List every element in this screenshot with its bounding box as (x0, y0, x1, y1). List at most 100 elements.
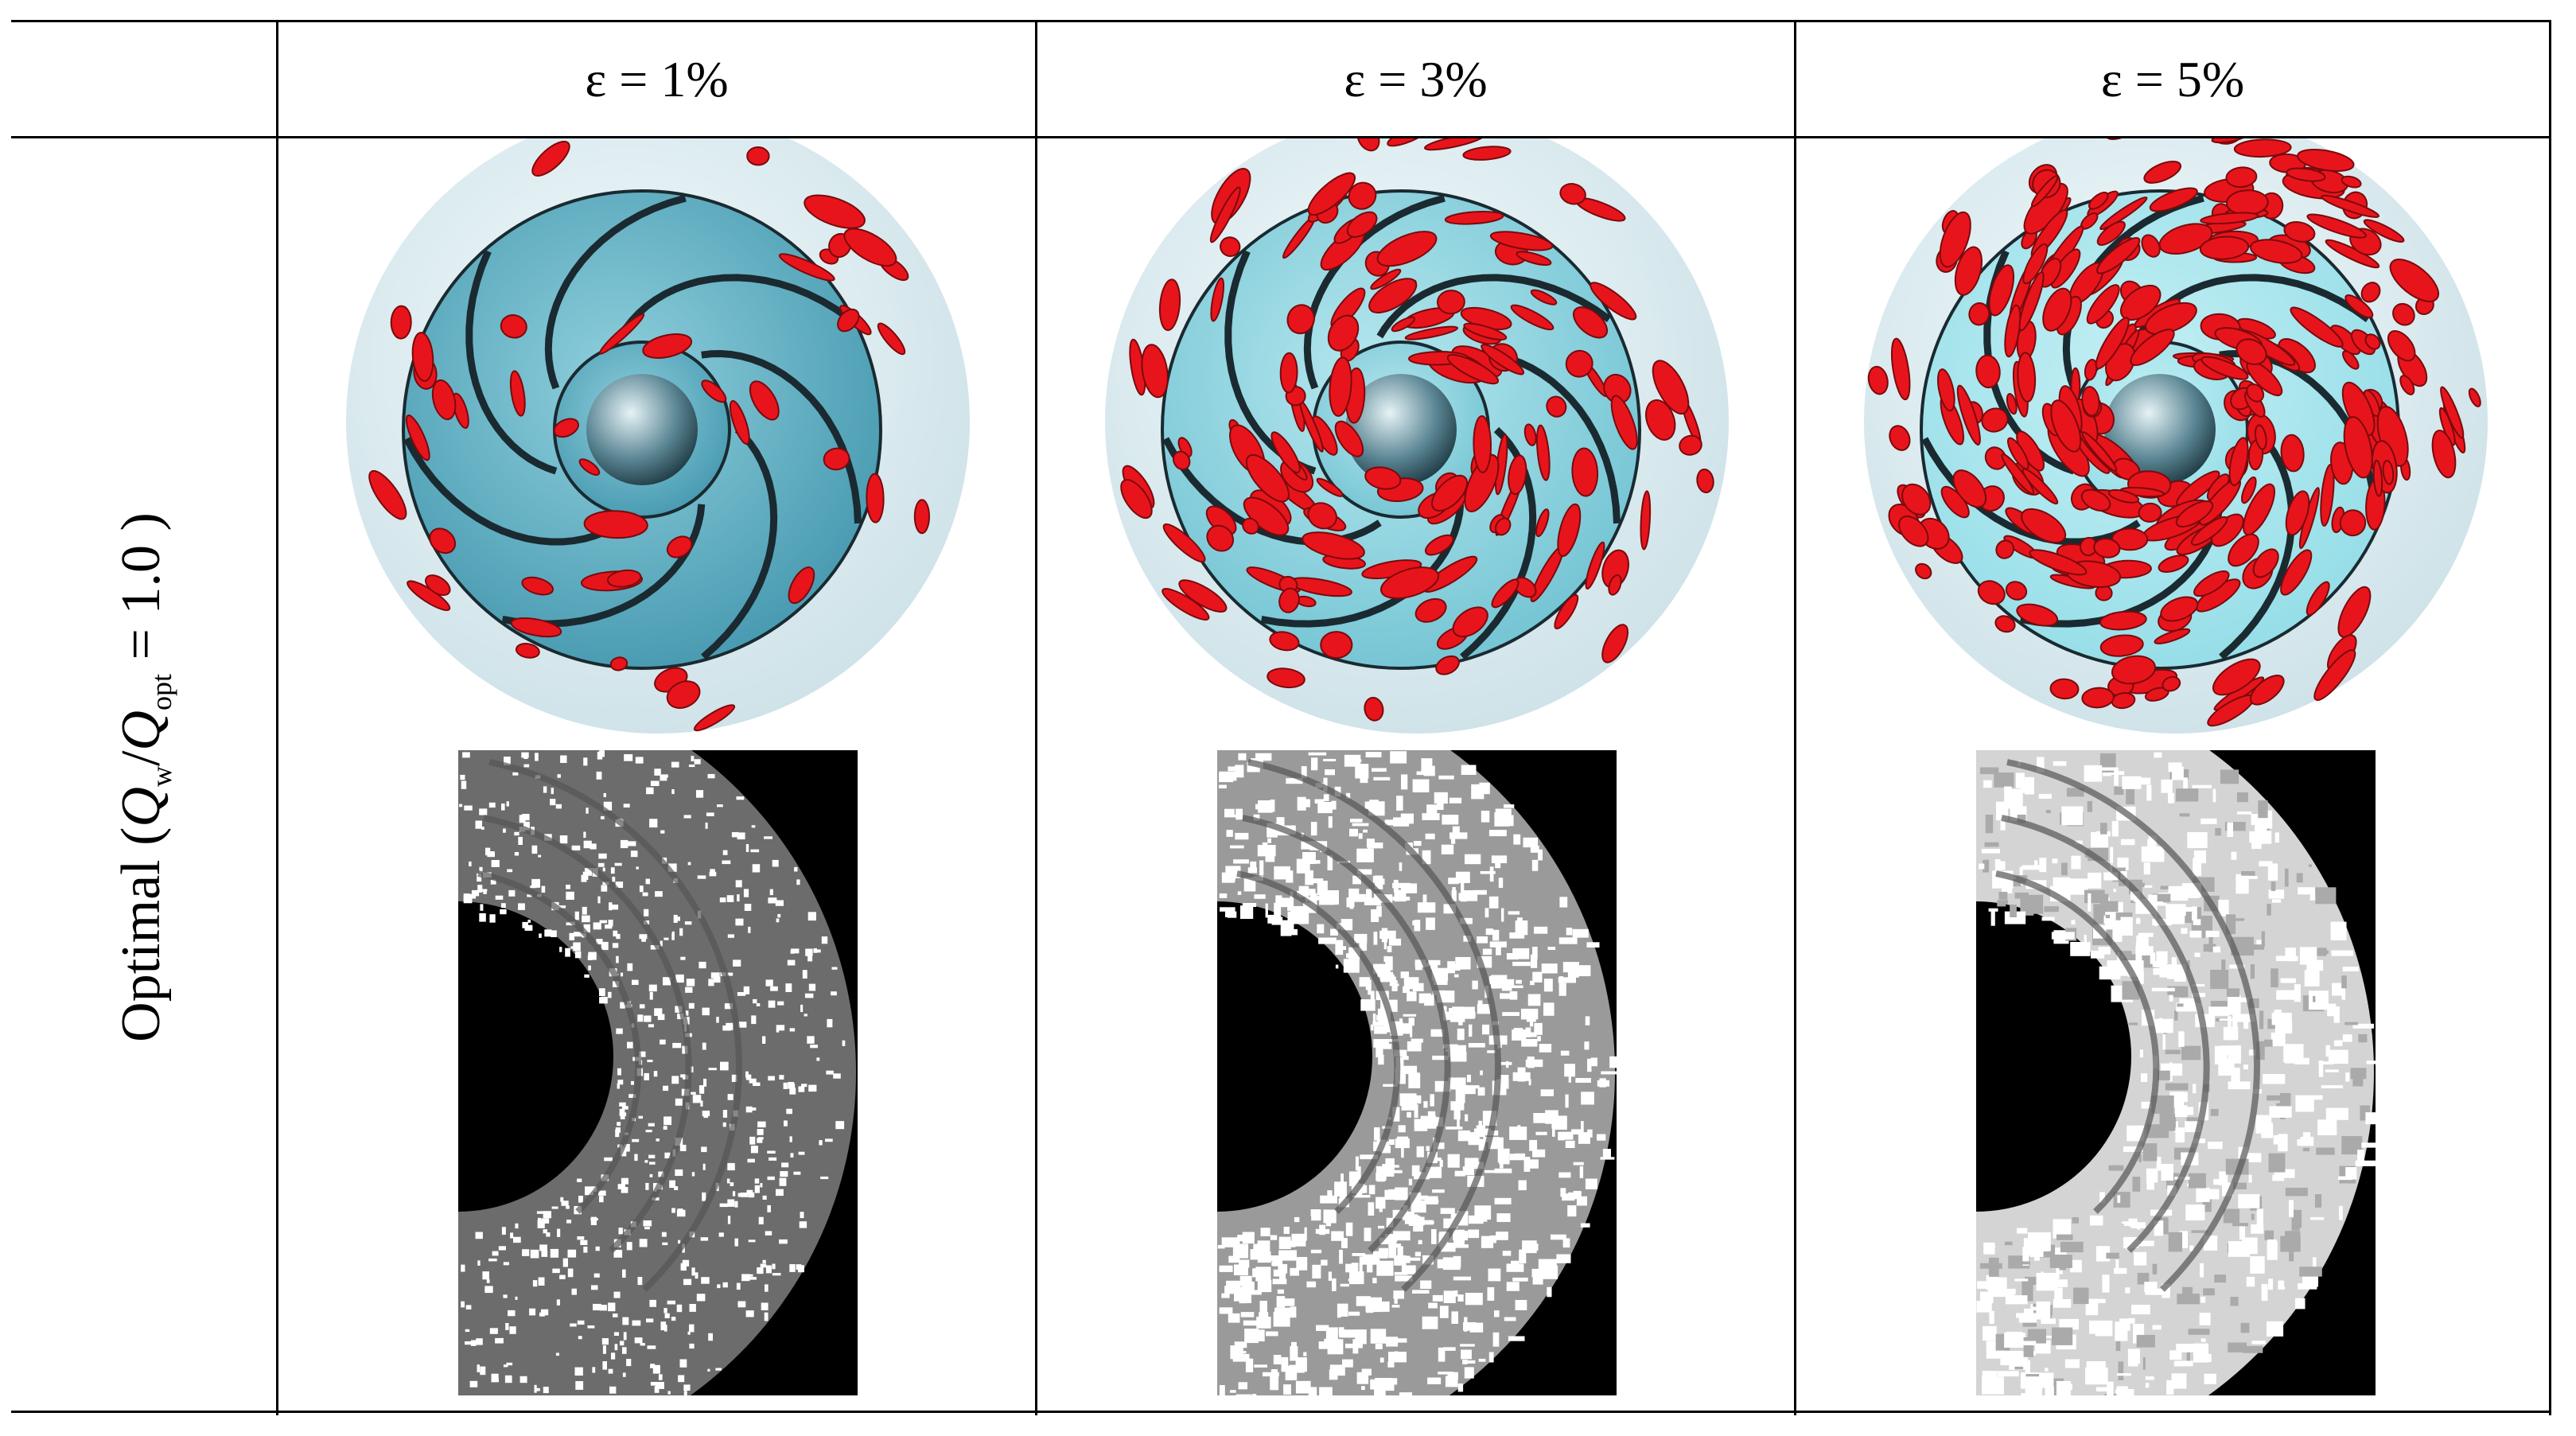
bubble (630, 850, 638, 858)
bubble (559, 1274, 566, 1279)
vapor-region (1495, 517, 1512, 536)
bubble (753, 1082, 761, 1086)
column-header: ε = 5% (1794, 22, 2551, 138)
bubble (1344, 754, 1361, 767)
bubble (2130, 891, 2141, 901)
bubble (1274, 902, 1282, 917)
vapor-region (2160, 596, 2199, 622)
bubble (1509, 1127, 1527, 1140)
bubble (1376, 1173, 1387, 1181)
vapor-region (2438, 407, 2456, 446)
bubble (650, 1382, 658, 1386)
bubble (1311, 757, 1318, 771)
bubble (1494, 1197, 1512, 1204)
bubble (1302, 799, 1310, 808)
bubble (599, 1196, 604, 1203)
bubble (1290, 1306, 1297, 1318)
bubble (1356, 1192, 1363, 1197)
bubble (1297, 796, 1306, 811)
bubble (557, 1228, 561, 1237)
bubble (1558, 937, 1578, 944)
bubble (461, 1264, 465, 1272)
bubble (683, 1384, 691, 1391)
bubble (2295, 1298, 2306, 1310)
bubble (523, 753, 528, 759)
bubble (1296, 1257, 1308, 1271)
bubble (1399, 1392, 1412, 1395)
vapor-region (390, 305, 412, 340)
bubble (2105, 914, 2111, 919)
bubble (2228, 1182, 2247, 1189)
bubble (2264, 1039, 2273, 1047)
bubble (1275, 895, 1282, 907)
bubble (2161, 1164, 2173, 1181)
bubble (632, 1320, 641, 1326)
bubble (1367, 1260, 1373, 1273)
bubble (1341, 1238, 1348, 1248)
bubble (2070, 1259, 2082, 1273)
bubble (1387, 1361, 1395, 1368)
bubble (1472, 980, 1478, 990)
row-label-cell: Optimal (Qw/Qopt = 1.0 ) (11, 138, 276, 1415)
vapor-region (1158, 278, 1181, 331)
bubble (1455, 1088, 1465, 1103)
bubble (786, 1108, 792, 1115)
bubble (808, 983, 816, 991)
bubble (567, 1249, 577, 1258)
bubble (616, 933, 621, 940)
bubble (1294, 912, 1309, 924)
vapor-region (1601, 624, 1629, 664)
vapor-region (599, 313, 645, 355)
bubble (2115, 1259, 2119, 1274)
bubble (1462, 1360, 1468, 1364)
bubble (465, 1305, 472, 1310)
bubble (660, 940, 663, 947)
bubble (1383, 1025, 1393, 1033)
bubble (1468, 1138, 1481, 1143)
vapor-region (2001, 453, 2035, 495)
bubble (717, 804, 723, 808)
bubble (1547, 947, 1556, 950)
bubble (1432, 1117, 1444, 1127)
bubble (1533, 1113, 1546, 1123)
bubble (1320, 1195, 1337, 1204)
experiment-photo (1217, 750, 1617, 1395)
bubble (2146, 1168, 2158, 1183)
vapor-region (2339, 509, 2367, 537)
bubble (754, 1178, 760, 1184)
bubble (1468, 1229, 1480, 1239)
bubble (2214, 1274, 2226, 1283)
bubble (707, 1368, 710, 1372)
bubble (799, 1221, 807, 1228)
bubble (2263, 1074, 2286, 1084)
vapor-region (405, 414, 430, 461)
row-label: Optimal (Qw/Qopt = 1.0 ) (110, 512, 178, 1042)
bubble (2045, 1368, 2049, 1372)
vapor-region (2228, 437, 2249, 487)
bubble (1492, 929, 1500, 941)
blade (1162, 437, 1382, 546)
bubble (2309, 1095, 2323, 1100)
bubble (577, 1236, 585, 1240)
bubble (1485, 928, 1494, 936)
bubble (2193, 858, 2201, 876)
bubble (508, 1310, 516, 1317)
bubble (833, 1073, 841, 1079)
bubble (1221, 1293, 1230, 1298)
bubble (2192, 906, 2197, 920)
bubble (543, 1387, 549, 1394)
bubble (664, 1152, 671, 1159)
bubble (1455, 871, 1470, 883)
bubble (1565, 1094, 1569, 1108)
bubble (1325, 1221, 1332, 1227)
bubble (2341, 985, 2346, 1000)
blade-trace (1242, 815, 1451, 1253)
vapor-region (1640, 490, 1652, 551)
bubble (650, 1364, 656, 1368)
bubble (1551, 1234, 1566, 1240)
bubble (1532, 971, 1543, 983)
bubble (698, 1085, 705, 1094)
vapor-region (2342, 350, 2360, 370)
bubble (524, 924, 533, 931)
bubble (783, 1082, 788, 1089)
